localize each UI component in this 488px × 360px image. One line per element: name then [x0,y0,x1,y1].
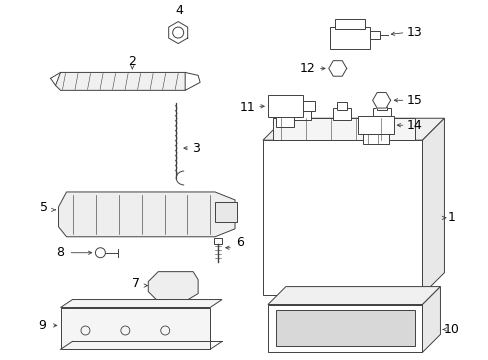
Bar [369,31,379,39]
Text: 4: 4 [175,4,183,17]
Text: 7: 7 [132,277,140,290]
Bar [214,238,222,244]
Polygon shape [56,72,190,90]
Text: 12: 12 [299,62,315,75]
Bar [357,116,393,134]
Bar [272,118,414,140]
Bar [334,19,364,28]
Text: 9: 9 [39,319,46,332]
Polygon shape [59,192,235,237]
Bar [302,101,314,111]
Polygon shape [263,118,444,140]
Text: 10: 10 [443,323,458,336]
Polygon shape [422,118,444,294]
Bar [296,102,306,110]
Bar [275,117,293,127]
Bar [372,108,390,120]
Text: 15: 15 [406,94,422,107]
Text: 2: 2 [128,55,136,68]
Bar [376,102,386,110]
Bar [332,108,350,120]
Polygon shape [422,287,440,352]
Text: 5: 5 [40,201,47,215]
Bar [292,108,310,120]
Bar [267,305,422,352]
Polygon shape [328,61,346,76]
Text: 13: 13 [406,26,422,39]
Polygon shape [148,272,198,311]
Polygon shape [168,22,187,44]
Polygon shape [185,72,200,90]
Bar [215,202,237,222]
Polygon shape [267,287,440,305]
Text: 6: 6 [236,236,244,249]
Polygon shape [372,93,390,108]
Polygon shape [275,310,414,346]
Bar [336,102,346,110]
Bar [362,134,388,144]
Text: 3: 3 [192,141,200,155]
Polygon shape [61,300,222,307]
Bar [267,95,302,117]
Text: 1: 1 [447,211,454,224]
Text: 11: 11 [240,101,255,114]
Text: 14: 14 [406,119,422,132]
Bar [329,27,369,49]
Bar [61,307,210,349]
Bar [263,140,422,294]
Text: 8: 8 [57,246,64,259]
